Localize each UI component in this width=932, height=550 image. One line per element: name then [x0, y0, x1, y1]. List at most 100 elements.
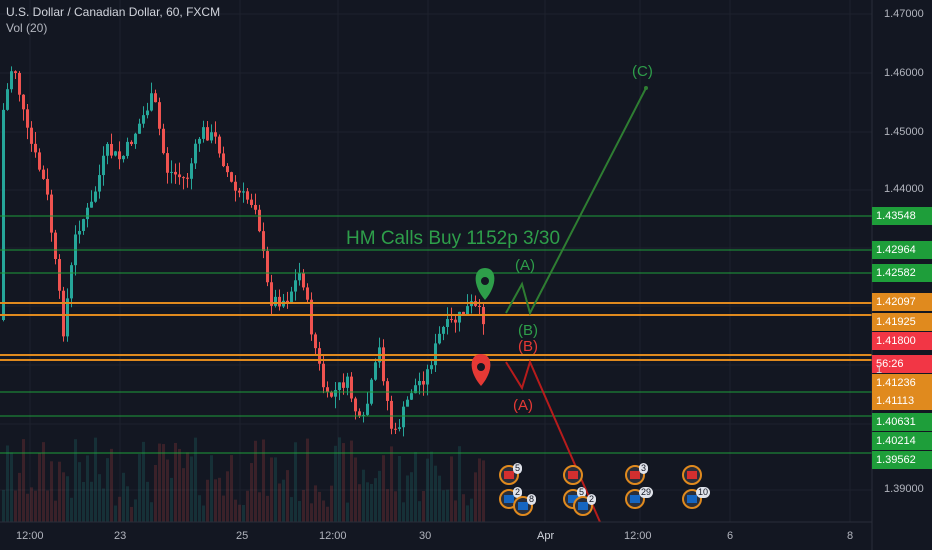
volume-bar: [6, 445, 9, 522]
candle-body: [266, 251, 269, 283]
candle-body: [478, 305, 481, 307]
candle-body: [410, 393, 413, 400]
candle-body: [206, 127, 209, 141]
green-wave-path: [505, 87, 647, 316]
volume-bar: [354, 457, 357, 522]
volume-bar: [14, 490, 17, 522]
time-axis-label: Apr: [537, 530, 555, 542]
candle-body: [406, 399, 409, 407]
candle-body: [270, 282, 273, 306]
price-tag[interactable]: 1.40214: [872, 432, 932, 450]
candle-body: [382, 347, 385, 382]
volume-bar: [482, 460, 485, 522]
candle-body: [442, 326, 445, 334]
volume-bar: [330, 485, 333, 522]
candle-body: [22, 94, 25, 110]
price-axis-label: 1.47000: [884, 8, 924, 20]
volume-bar: [106, 458, 109, 522]
volume-bar: [154, 464, 157, 522]
candle-body: [326, 387, 329, 393]
volume-bar: [282, 479, 285, 522]
volume-bar: [262, 439, 265, 522]
event-icon-ca[interactable]: [563, 465, 583, 485]
price-tag[interactable]: 1.42964: [872, 241, 932, 259]
volume-bar: [10, 452, 13, 522]
candle-body: [66, 298, 69, 337]
price-tag[interactable]: 1.40631: [872, 413, 932, 431]
candle-body: [50, 194, 53, 233]
price-partial-label: 1: [876, 364, 883, 376]
price-tag[interactable]: 1.41236: [872, 374, 932, 392]
canada-flag-icon: [504, 471, 514, 479]
candle-body: [2, 109, 5, 320]
candle-body: [278, 296, 281, 307]
candle-body: [386, 381, 389, 401]
event-icon-us[interactable]: 2: [499, 487, 523, 509]
candle-body: [70, 265, 73, 299]
event-icon-ca[interactable]: [682, 465, 702, 485]
volume-bar: [438, 475, 441, 522]
price-tag[interactable]: 1.42097: [872, 293, 932, 311]
candle-body: [418, 381, 421, 386]
candle-body: [170, 171, 173, 173]
time-axis-label: 30: [419, 530, 432, 542]
candle-body: [234, 181, 237, 191]
volume-bar: [422, 490, 425, 522]
volume-bar: [398, 456, 401, 522]
price-tag[interactable]: 1.41113: [872, 392, 932, 410]
event-icon-us[interactable]: 29: [625, 487, 654, 509]
candle-body: [346, 376, 349, 388]
candle-body: [314, 334, 317, 349]
event-icon-us[interactable]: 2: [573, 494, 597, 516]
price-tag[interactable]: 1.42582: [872, 264, 932, 282]
volume-bar: [134, 499, 137, 522]
event-icon-ca[interactable]: 3: [625, 463, 649, 485]
price-tag[interactable]: 56:26: [872, 355, 932, 373]
symbol-title[interactable]: U.S. Dollar / Canadian Dollar, 60, FXCM: [6, 5, 221, 19]
event-icon-ca[interactable]: 5: [499, 463, 523, 485]
annotation-text[interactable]: HM Calls Buy 1152p 3/30: [346, 228, 561, 249]
volume-indicator-label[interactable]: Vol (20): [6, 21, 48, 35]
candle-body: [98, 175, 101, 192]
volume-bar: [38, 452, 41, 522]
volume-bar: [450, 456, 453, 522]
volume-bar: [374, 478, 377, 522]
volume-bar: [86, 455, 89, 522]
volume-bar: [182, 468, 185, 522]
volume-bar: [30, 487, 33, 522]
candle-body: [6, 89, 9, 110]
candle-body: [414, 385, 417, 394]
price-tag[interactable]: 1.41800: [872, 332, 932, 350]
candle-body: [126, 141, 129, 156]
volume-bar: [346, 502, 349, 522]
us-flag-icon: [504, 495, 514, 503]
marker-dot: [477, 363, 485, 371]
volume-bar: [158, 443, 161, 522]
volume-bar: [98, 474, 101, 522]
candle-body: [286, 300, 289, 303]
volume-bar: [166, 459, 169, 522]
price-tag[interactable]: 1.41925: [872, 313, 932, 331]
candle-body: [178, 174, 181, 178]
candle-body: [58, 259, 61, 291]
volume-bar: [194, 437, 197, 522]
volume-bar: [2, 489, 5, 522]
candle-body: [454, 319, 457, 323]
candle-body: [210, 132, 213, 141]
event-icon-us[interactable]: 8: [513, 494, 537, 516]
event-count-badge: 8: [527, 494, 537, 505]
price-tag[interactable]: 1.39562: [872, 451, 932, 469]
wave-label-green-c: (C): [632, 63, 653, 80]
volume-bar: [302, 489, 305, 522]
volume-bar: [82, 481, 85, 522]
candle-body: [358, 411, 361, 417]
volume-bars: [2, 437, 485, 522]
price-tag[interactable]: 1.43548: [872, 207, 932, 225]
volume-bar: [90, 481, 93, 522]
candle-body: [198, 138, 201, 144]
candle-body: [462, 311, 465, 316]
event-icon-us[interactable]: 10: [682, 487, 711, 509]
volume-bar: [310, 503, 313, 522]
